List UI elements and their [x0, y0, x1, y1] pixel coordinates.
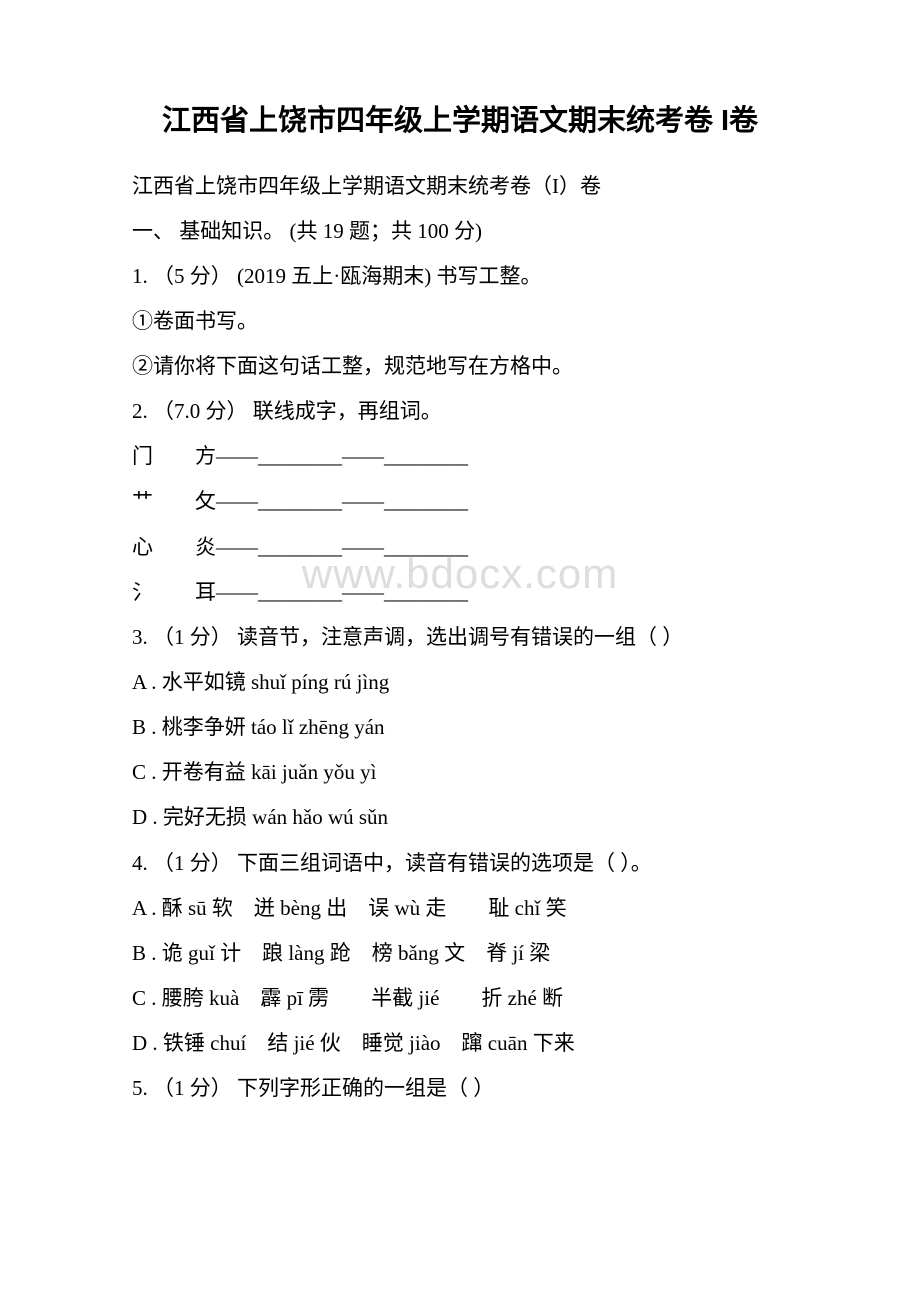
text-line: A . 酥 sū 软 迸 bèng 出 误 wù 走 耻 chǐ 笑: [90, 886, 830, 931]
document-title: 江西省上饶市四年级上学期语文期末统考卷 I卷: [90, 100, 830, 144]
text-line: B . 桃李争妍 táo lǐ zhēng yán: [90, 705, 830, 750]
text-line: 一、 基础知识。 (共 19 题；共 100 分): [90, 209, 830, 254]
document-body: 江西省上饶市四年级上学期语文期末统考卷（I）卷 一、 基础知识。 (共 19 题…: [90, 164, 830, 1112]
text-line: 门 方——________——________: [90, 434, 830, 479]
text-line: C . 腰胯 kuà 霹 pī 雳 半截 jié 折 zhé 断: [90, 976, 830, 1021]
text-line: D . 铁锤 chuí 结 jié 伙 睡觉 jiào 蹿 cuān 下来: [90, 1021, 830, 1066]
document-content: 江西省上饶市四年级上学期语文期末统考卷 I卷 江西省上饶市四年级上学期语文期末统…: [90, 100, 830, 1111]
text-line: 心 炎——________——________: [90, 525, 830, 570]
text-line: B . 诡 guǐ 计 踉 làng 跄 榜 bǎng 文 脊 jí 梁: [90, 931, 830, 976]
text-line: ②请你将下面这句话工整，规范地写在方格中。: [90, 344, 830, 389]
text-line: 1. （5 分） (2019 五上·瓯海期末) 书写工整。: [90, 254, 830, 299]
text-line: 氵 耳——________——________: [90, 570, 830, 615]
text-line: 3. （1 分） 读音节，注意声调，选出调号有错误的一组（ ）: [90, 615, 830, 660]
text-line: ①卷面书写。: [90, 299, 830, 344]
text-line: C . 开卷有益 kāi juǎn yǒu yì: [90, 750, 830, 795]
text-line: 2. （7.0 分） 联线成字，再组词。: [90, 389, 830, 434]
text-line: 艹 攵——________——________: [90, 479, 830, 524]
text-line: A . 水平如镜 shuǐ píng rú jìng: [90, 660, 830, 705]
text-line: 5. （1 分） 下列字形正确的一组是（ ）: [90, 1066, 830, 1111]
text-line: 江西省上饶市四年级上学期语文期末统考卷（I）卷: [90, 164, 830, 209]
text-line: 4. （1 分） 下面三组词语中，读音有错误的选项是（ ）。: [90, 841, 830, 886]
text-line: D . 完好无损 wán hǎo wú sǔn: [90, 795, 830, 840]
